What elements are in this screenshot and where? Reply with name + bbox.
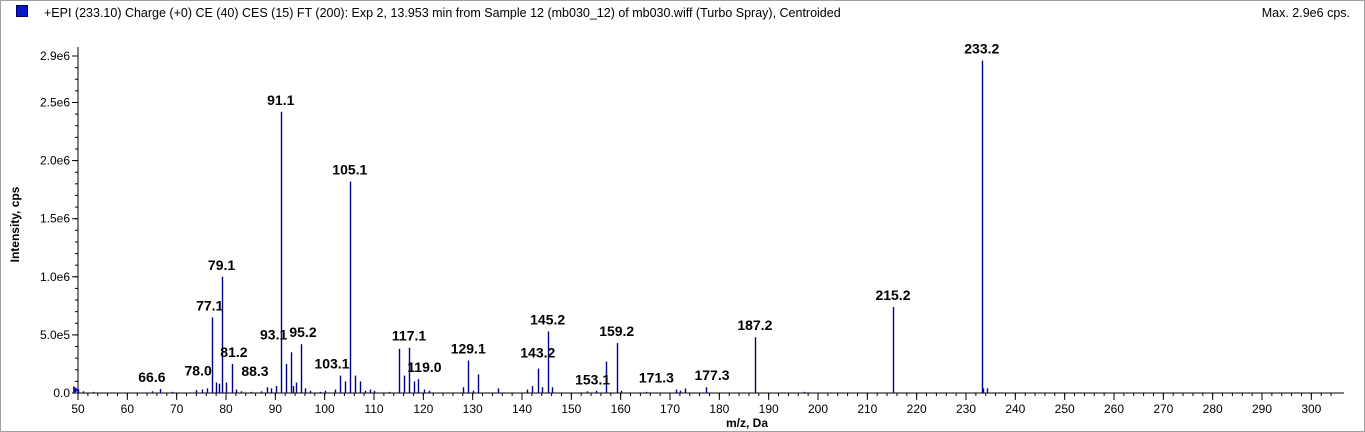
x-axis-title: m/z, Da bbox=[726, 416, 768, 430]
y-tick-label: 1.0e6 bbox=[40, 270, 70, 284]
x-tick-label: 100 bbox=[315, 402, 335, 416]
x-tick-label: 230 bbox=[956, 402, 976, 416]
y-tick-label: 2.5e6 bbox=[40, 95, 70, 109]
x-tick-label: 200 bbox=[808, 402, 828, 416]
peak-label: 81.2 bbox=[220, 344, 247, 360]
x-tick-label: 300 bbox=[1301, 402, 1321, 416]
x-tick-label: 150 bbox=[561, 402, 581, 416]
peak-label: 78.0 bbox=[185, 363, 212, 379]
peak-label: 171.3 bbox=[639, 370, 674, 386]
peak-label: 187.2 bbox=[737, 317, 772, 333]
x-tick-label: 260 bbox=[1104, 402, 1124, 416]
y-axis-title: Intensity, cps bbox=[8, 186, 22, 262]
peak-label: 91.1 bbox=[267, 92, 294, 108]
y-tick-label: 1.5e6 bbox=[40, 212, 70, 226]
spectrum-header: +EPI (233.10) Charge (+0) CE (40) CES (1… bbox=[1, 1, 1364, 25]
x-tick-label: 250 bbox=[1055, 402, 1075, 416]
x-tick-label: 90 bbox=[269, 402, 283, 416]
peak-labels: 66.6 78.0 77.1 79.1 81.2 88.3 91.1 93.1 95.2 103.… bbox=[138, 41, 999, 388]
x-tick-label: 190 bbox=[759, 402, 779, 416]
x-tick-label: 60 bbox=[121, 402, 135, 416]
x-tick-label: 80 bbox=[219, 402, 233, 416]
peak-label: 105.1 bbox=[332, 162, 367, 178]
x-tick-label: 120 bbox=[413, 402, 433, 416]
x-tick-label: 210 bbox=[857, 402, 877, 416]
y-tick-label: 5.0e5 bbox=[40, 328, 70, 342]
y-tick-label: 2.0e6 bbox=[40, 154, 70, 168]
x-tick-label: 220 bbox=[907, 402, 927, 416]
peak-label: 66.6 bbox=[138, 369, 165, 385]
x-tick-label: 290 bbox=[1252, 402, 1272, 416]
peak-label: 143.2 bbox=[520, 345, 555, 361]
peak-label: 119.0 bbox=[407, 359, 441, 375]
peak-label: 79.1 bbox=[208, 257, 235, 273]
peak-label: 177.3 bbox=[694, 367, 729, 383]
peak-label: 88.3 bbox=[241, 363, 268, 379]
peak-label: 103.1 bbox=[314, 356, 349, 372]
peak-label: 93.1 bbox=[260, 326, 287, 342]
peak-label: 233.2 bbox=[964, 41, 999, 57]
peak-label: 215.2 bbox=[875, 287, 910, 303]
x-tick-label: 180 bbox=[709, 402, 729, 416]
peak-label: 117.1 bbox=[392, 328, 426, 344]
spectrum-peaks bbox=[77, 60, 989, 393]
x-tick-label: 240 bbox=[1005, 402, 1025, 416]
peak-label: 77.1 bbox=[196, 297, 223, 313]
y-tick-label: 2.9e6 bbox=[40, 49, 70, 63]
x-tick-label: 50 bbox=[71, 402, 85, 416]
peak-label: 153.1 bbox=[575, 371, 610, 387]
x-tick-label: 280 bbox=[1203, 402, 1223, 416]
peak-label: 95.2 bbox=[289, 324, 316, 340]
peak-label: 145.2 bbox=[530, 311, 565, 327]
spectrum-title: +EPI (233.10) Charge (+0) CE (40) CES (1… bbox=[44, 6, 841, 20]
x-tick-label: 270 bbox=[1153, 402, 1173, 416]
peak-label: 129.1 bbox=[451, 340, 486, 356]
x-tick-label: 170 bbox=[660, 402, 680, 416]
x-tick-label: 160 bbox=[611, 402, 631, 416]
chart-axes: 0.0 5.0e5 1.0e6 1.5e6 2.0e6 2.5e6 2.9e6 50 60 70 8… bbox=[8, 47, 1344, 430]
x-tick-label: 70 bbox=[170, 402, 184, 416]
series-color-swatch[interactable] bbox=[16, 5, 28, 17]
y-tick-label: 0.0 bbox=[53, 386, 70, 400]
peak-label: 159.2 bbox=[599, 323, 634, 339]
x-tick-label: 130 bbox=[463, 402, 483, 416]
origin-marker bbox=[73, 386, 79, 394]
x-tick-label: 110 bbox=[364, 402, 383, 416]
x-tick-label: 140 bbox=[512, 402, 532, 416]
max-intensity-label: Max. 2.9e6 cps. bbox=[1261, 6, 1350, 20]
